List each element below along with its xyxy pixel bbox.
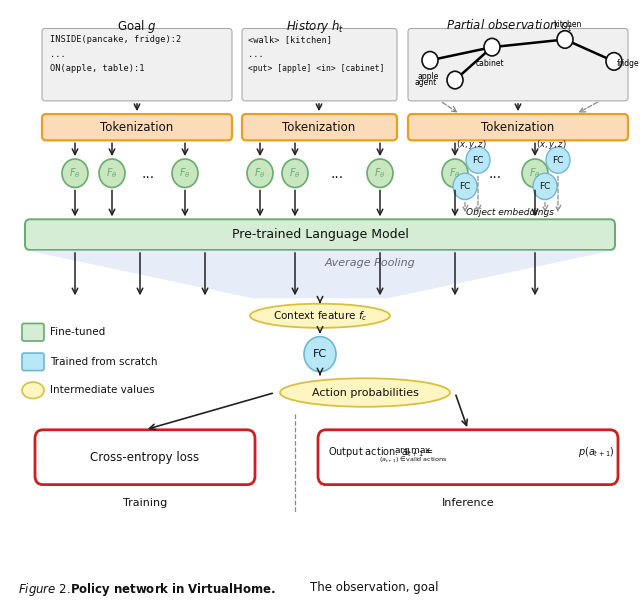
Text: $F_\theta$: $F_\theta$ [254,166,266,180]
Text: $\mathit{Figure}$ $\mathit{2.}$: $\mathit{Figure}$ $\mathit{2.}$ [18,581,70,598]
Text: $\underset{(a_{t+1})\in\mathrm{valid\ actions}}{\arg\max}$: $\underset{(a_{t+1})\in\mathrm{valid\ ac… [379,445,447,465]
Text: ...: ... [488,168,502,181]
Circle shape [533,173,557,200]
FancyBboxPatch shape [35,430,255,484]
FancyBboxPatch shape [242,114,397,141]
FancyBboxPatch shape [242,28,397,101]
Text: $F_\theta$: $F_\theta$ [374,166,386,180]
Text: <put> [apple] <in> [cabinet]: <put> [apple] <in> [cabinet] [248,64,385,72]
FancyBboxPatch shape [22,353,44,371]
FancyBboxPatch shape [42,114,232,141]
Circle shape [442,159,468,187]
FancyBboxPatch shape [22,324,44,341]
Text: ON(apple, table):1: ON(apple, table):1 [50,64,145,72]
Text: fridge: fridge [617,59,639,68]
Text: $(x, y, z)$: $(x, y, z)$ [456,138,486,151]
Text: Action probabilities: Action probabilities [312,387,419,397]
Text: The observation, goal: The observation, goal [310,581,438,594]
Circle shape [522,159,548,187]
Text: Goal $g$: Goal $g$ [117,18,157,34]
Text: Cross-entropy loss: Cross-entropy loss [90,451,200,464]
Text: $F_\theta$: $F_\theta$ [529,166,541,180]
Circle shape [484,38,500,56]
Text: History $h_t$: History $h_t$ [286,18,344,34]
Text: FC: FC [552,155,564,165]
Text: Trained from scratch: Trained from scratch [50,357,157,367]
Text: kitchen: kitchen [553,20,581,28]
Text: $F_\theta$: $F_\theta$ [449,166,461,180]
Circle shape [546,147,570,173]
Circle shape [466,147,490,173]
Text: ...: ... [50,50,66,60]
Text: Pre-trained Language Model: Pre-trained Language Model [232,228,408,241]
Text: INSIDE(pancake, fridge):2: INSIDE(pancake, fridge):2 [50,35,181,44]
FancyBboxPatch shape [408,114,628,141]
Text: cabinet: cabinet [476,59,504,68]
Ellipse shape [250,304,390,328]
FancyBboxPatch shape [408,28,628,101]
Text: Intermediate values: Intermediate values [50,386,155,395]
Text: $F_\theta$: $F_\theta$ [106,166,118,180]
Text: $F_\theta$: $F_\theta$ [179,166,191,180]
Text: Training: Training [123,498,167,508]
FancyBboxPatch shape [42,28,232,101]
Text: $F_\theta$: $F_\theta$ [289,166,301,180]
Text: Average Pooling: Average Pooling [324,258,415,268]
Circle shape [247,159,273,187]
Text: Partial observation $o_t$: Partial observation $o_t$ [447,18,573,34]
Circle shape [304,336,336,371]
Polygon shape [25,250,615,298]
Circle shape [557,31,573,49]
Text: agent: agent [415,78,437,87]
Ellipse shape [22,382,44,398]
Text: FC: FC [460,182,470,191]
FancyBboxPatch shape [318,430,618,484]
Text: apple: apple [417,72,438,82]
Text: <walk> [kitchen]: <walk> [kitchen] [248,35,332,44]
Circle shape [367,159,393,187]
Circle shape [606,53,622,70]
Circle shape [99,159,125,187]
Text: Tokenization: Tokenization [100,121,173,134]
Ellipse shape [280,378,450,406]
Circle shape [172,159,198,187]
Text: $\bf{Policy\ network\ in\ VirtualHome.}$: $\bf{Policy\ network\ in\ VirtualHome.}$ [70,581,276,598]
Text: ...: ... [248,50,264,60]
Text: ...: ... [141,168,155,181]
Text: Tokenization: Tokenization [481,121,555,134]
Text: FC: FC [472,155,484,165]
Text: $p(a_{t+1})$: $p(a_{t+1})$ [578,445,614,459]
Text: Tokenization: Tokenization [282,121,356,134]
Text: $F_\theta$: $F_\theta$ [69,166,81,180]
Circle shape [447,71,463,89]
Text: Fine-tuned: Fine-tuned [50,327,105,337]
Circle shape [282,159,308,187]
Text: $(x, y, z)$: $(x, y, z)$ [536,138,566,151]
FancyBboxPatch shape [25,219,615,250]
Text: FC: FC [540,182,550,191]
Circle shape [62,159,88,187]
Circle shape [422,52,438,69]
Text: ...: ... [330,168,344,181]
Text: Output action: $a_{t+1} =$: Output action: $a_{t+1} =$ [328,445,434,459]
Text: Object embeddings: Object embeddings [466,208,554,217]
Text: Context feature $f_c$: Context feature $f_c$ [273,309,367,323]
Circle shape [453,173,477,200]
Text: FC: FC [313,349,327,359]
Text: Inference: Inference [442,498,494,508]
